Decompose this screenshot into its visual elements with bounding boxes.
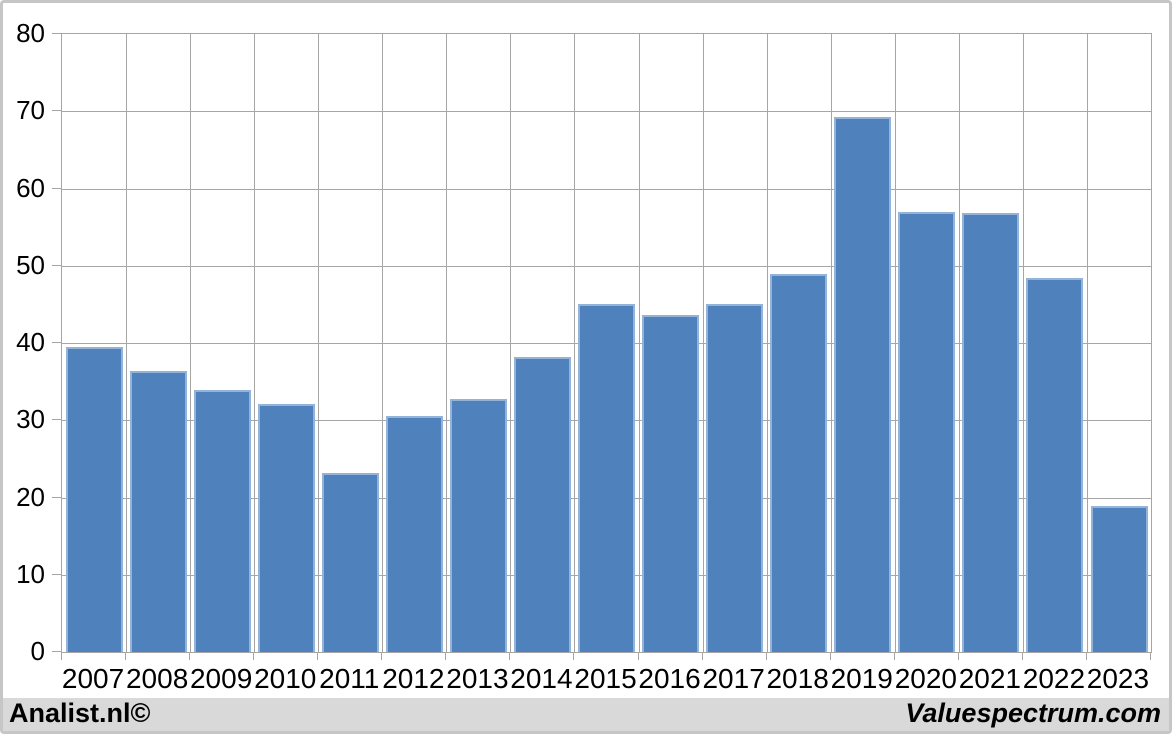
y-axis-label: 50 <box>16 249 45 280</box>
x-axis-label: 2011 <box>319 663 380 694</box>
x-tick <box>894 652 895 660</box>
y-tick <box>52 419 61 421</box>
x-tick <box>61 652 62 660</box>
y-axis-label: 10 <box>16 558 45 589</box>
bar-2013 <box>449 399 507 652</box>
x-tick <box>125 652 126 660</box>
x-tick <box>1150 652 1151 660</box>
x-axis-label: 2019 <box>830 663 893 694</box>
v-gridline <box>767 34 768 652</box>
x-tick <box>317 652 318 660</box>
bar-2015 <box>578 304 635 652</box>
x-axis-label: 2023 <box>1086 663 1150 694</box>
x-tick <box>766 652 767 660</box>
x-tick <box>830 652 831 660</box>
y-axis-label: 70 <box>16 95 45 126</box>
bar-2020 <box>898 212 956 652</box>
x-tick <box>1086 652 1087 660</box>
v-gridline <box>895 34 896 652</box>
x-axis-label: 2018 <box>766 663 829 694</box>
plot-area <box>61 33 1152 653</box>
y-axis-label: 30 <box>16 404 45 435</box>
v-gridline <box>831 34 832 652</box>
v-gridline <box>254 34 255 652</box>
y-tick <box>52 573 61 575</box>
bar-2022 <box>1026 278 1084 652</box>
x-tick <box>958 652 959 660</box>
v-gridline <box>382 34 383 652</box>
y-tick <box>52 342 61 343</box>
x-axis-label: 2015 <box>574 663 637 694</box>
v-gridline <box>126 34 127 652</box>
v-gridline <box>318 34 319 652</box>
y-tick <box>52 651 61 652</box>
x-tick <box>445 652 446 660</box>
bar-2017 <box>706 304 764 652</box>
v-gridline <box>703 34 704 652</box>
x-axis-label: 2010 <box>254 663 317 694</box>
x-axis-label: 2007 <box>61 663 125 694</box>
x-tick <box>189 652 190 660</box>
y-tick <box>52 33 61 34</box>
x-tick <box>702 652 703 660</box>
h-gridline <box>62 188 1151 190</box>
y-tick <box>52 496 61 498</box>
x-axis-label: 2014 <box>510 663 573 694</box>
valuespectrum-brand-label: Valuespectrum.com <box>905 698 1161 728</box>
x-axis-label: 2009 <box>189 663 253 694</box>
v-gridline <box>510 34 511 652</box>
v-gridline <box>1087 34 1088 652</box>
bar-2009 <box>193 390 251 652</box>
x-axis-label: 2016 <box>638 663 701 694</box>
v-gridline <box>574 34 575 652</box>
bar-2021 <box>962 213 1020 652</box>
bar-2016 <box>642 315 700 652</box>
v-gridline <box>190 34 191 652</box>
x-axis-label: 2020 <box>894 663 957 694</box>
y-axis-label: 40 <box>16 327 45 357</box>
x-axis-label: 2013 <box>446 663 509 694</box>
bar-2018 <box>770 274 828 652</box>
v-gridline <box>446 34 447 652</box>
bar-2008 <box>129 370 187 652</box>
bar-2010 <box>257 404 315 652</box>
bar-2019 <box>834 117 892 652</box>
x-axis-label: 2012 <box>382 663 445 694</box>
x-tick <box>509 652 510 660</box>
x-tick <box>1022 652 1023 660</box>
x-axis-label: 2017 <box>702 663 765 694</box>
x-axis-label: 2022 <box>1022 663 1086 694</box>
v-gridline <box>1023 34 1024 652</box>
x-axis-label: 2021 <box>958 663 1021 694</box>
y-axis-label: 0 <box>30 636 45 666</box>
h-gridline <box>62 265 1151 267</box>
y-tick <box>52 110 61 112</box>
analist-brand-label: Analist.nl© <box>9 698 151 728</box>
h-gridline <box>62 111 1151 113</box>
v-gridline <box>639 34 640 652</box>
bar-2014 <box>513 356 571 652</box>
y-axis-label: 60 <box>16 172 45 203</box>
y-tick <box>52 264 61 266</box>
bar-2011 <box>321 472 379 652</box>
bar-2023 <box>1090 506 1148 652</box>
footer-bar: Analist.nl© Valuespectrum.com <box>3 698 1169 731</box>
y-tick <box>52 187 61 189</box>
x-tick <box>253 652 254 660</box>
x-tick <box>573 652 574 660</box>
bar-2007 <box>65 346 123 652</box>
x-axis-label: 2008 <box>125 663 189 694</box>
bar-2012 <box>385 415 443 652</box>
x-tick <box>638 652 639 660</box>
v-gridline <box>959 34 960 652</box>
y-axis-label: 20 <box>16 481 45 512</box>
y-axis-label: 80 <box>16 18 45 48</box>
x-tick <box>381 652 382 660</box>
